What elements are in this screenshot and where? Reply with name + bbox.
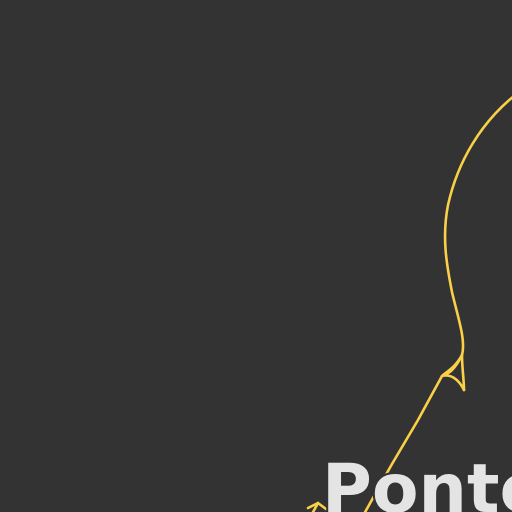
road-junction-branch-b[interactable] — [440, 353, 466, 392]
road-junction-south-b[interactable] — [311, 501, 320, 512]
road-layer — [306, 96, 512, 512]
place-label: Ponte — [322, 450, 512, 512]
main-road[interactable] — [363, 96, 512, 512]
